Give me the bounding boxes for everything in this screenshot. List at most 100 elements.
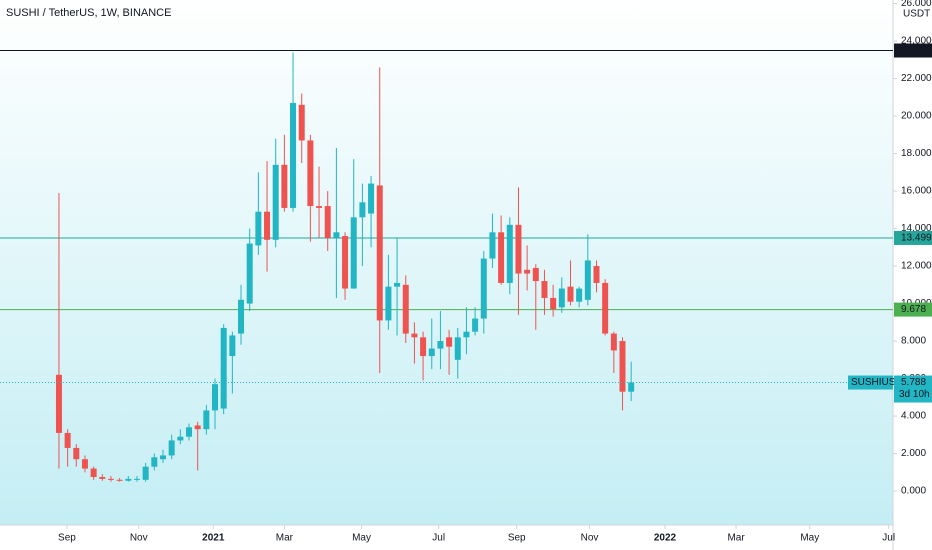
line-price-label: 13.499: [901, 233, 932, 244]
y-tick-label: 16.000: [901, 186, 932, 197]
candle-body: [368, 183, 375, 214]
y-tick-label: 0.000: [901, 486, 926, 497]
candle-body: [558, 288, 565, 308]
symbol-label: SUSHIUSDT: [851, 377, 909, 388]
y-tick-label: 22.000: [901, 73, 932, 84]
candle-body: [203, 410, 210, 430]
unit-label: USDT: [903, 9, 930, 20]
y-tick-label: 14.000: [901, 223, 932, 234]
x-tick-label: Sep: [58, 533, 76, 544]
candle-body: [489, 232, 496, 259]
line-price-label: 9.678: [901, 304, 926, 315]
candle-body: [73, 447, 80, 460]
candle-body: [238, 299, 245, 334]
x-tick-label: Mar: [276, 533, 294, 544]
candle-body: [385, 286, 392, 321]
line-price-box: [894, 302, 932, 317]
candle-body: [168, 440, 175, 456]
candle-body: [506, 224, 513, 283]
last-price-box: [894, 375, 932, 403]
line-price-box: [894, 43, 932, 58]
candle-body: [576, 288, 583, 302]
candle-body: [255, 211, 262, 246]
candle-body: [602, 282, 609, 334]
candle-body: [454, 337, 461, 360]
candle-body: [402, 284, 409, 334]
x-tick-label: Nov: [581, 533, 599, 544]
candle-body: [550, 297, 557, 310]
candle-body: [194, 425, 201, 430]
plot: [0, 50, 893, 482]
candle-body: [298, 104, 305, 141]
candle-body: [411, 333, 418, 338]
candle-body: [81, 459, 88, 469]
candle-body: [307, 140, 314, 207]
candle-body: [420, 337, 427, 357]
y-tick-label: 4.000: [901, 411, 926, 422]
x-tick-label: Sep: [508, 533, 526, 544]
candle-body: [151, 457, 158, 467]
candle-body: [316, 206, 323, 208]
symbol-box: [848, 375, 893, 390]
x-tick-label: Mar: [727, 533, 745, 544]
candle-body: [272, 164, 279, 240]
candle-body: [342, 236, 349, 289]
candle-body: [333, 232, 340, 238]
candle-body: [376, 185, 383, 321]
candle-body: [246, 243, 253, 304]
candle-body: [532, 267, 539, 282]
candle-body: [177, 436, 184, 441]
candle-body: [394, 282, 401, 287]
candle-body: [446, 337, 453, 347]
chart-title: SUSHI / TetherUS, 1W, BINANCE: [6, 7, 171, 19]
candle-body: [125, 478, 132, 481]
candle-body: [133, 478, 140, 480]
candle-body: [264, 211, 271, 240]
candle-body: [593, 266, 600, 283]
x-tick-label: Jul: [432, 533, 445, 544]
x-tick-label: Nov: [130, 533, 148, 544]
y-tick-label: 26.000: [901, 0, 932, 9]
line-price-box: [894, 230, 932, 245]
y-tick-label: 18.000: [901, 148, 932, 159]
candle-body: [229, 335, 236, 357]
candle-body: [463, 331, 470, 338]
x-tick-label: May: [800, 533, 819, 544]
last-price-label: 5.788: [901, 377, 926, 388]
candle-body: [99, 477, 106, 479]
candle-body: [567, 286, 574, 302]
candle-body: [107, 478, 114, 480]
candle-body: [324, 206, 331, 238]
countdown-label: 3d 10h: [899, 389, 930, 400]
candle-body: [515, 224, 522, 274]
y-tick-label: 12.000: [901, 261, 932, 272]
candle-body: [610, 333, 617, 351]
candle-body: [159, 455, 166, 460]
candle-body: [186, 427, 193, 437]
candle-body: [350, 217, 357, 289]
y-tick-label: 24.000: [901, 36, 932, 47]
x-tick-label: 2022: [654, 533, 677, 544]
candle-body: [584, 260, 591, 300]
x-tick-label: 2021: [202, 533, 225, 544]
time-axis-panel: [0, 525, 893, 550]
candle-body: [472, 318, 479, 332]
candle-body: [90, 468, 97, 477]
candle-body: [290, 102, 297, 208]
candle-body: [498, 232, 505, 283]
x-tick-label: May: [352, 533, 371, 544]
candle-body: [524, 269, 531, 274]
y-tick-label: 20.000: [901, 111, 932, 122]
candle-body: [480, 258, 487, 319]
candle-body: [142, 466, 149, 480]
candle-body: [628, 382, 635, 392]
line-price-label: 23.496: [901, 45, 932, 56]
candle-body: [55, 374, 62, 433]
plot-background: [0, 0, 893, 525]
candle-body: [212, 384, 219, 411]
candle-body: [64, 432, 71, 448]
candle-body: [281, 164, 288, 208]
